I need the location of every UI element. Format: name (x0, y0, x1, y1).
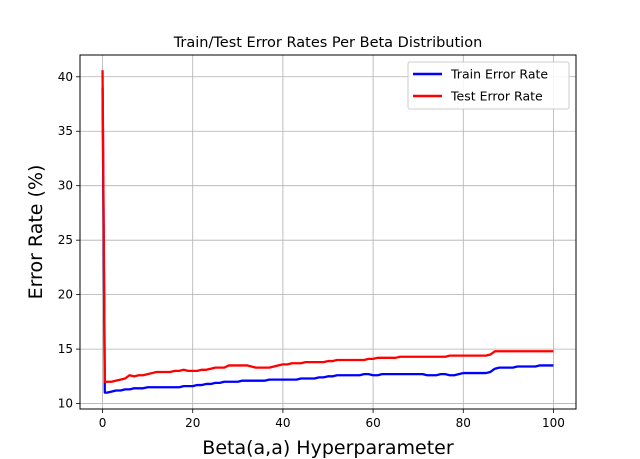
legend-label-test: Test Error Rate (450, 89, 543, 104)
y-axis-label: Error Rate (%) (25, 165, 47, 300)
y-tick-label: 40 (58, 70, 73, 84)
x-tick-label: 40 (275, 416, 290, 430)
x-axis-label: Beta(a,a) Hyperparameter (202, 437, 454, 459)
gridlines (80, 55, 576, 409)
axis-ticks: 0 20 40 60 80 100 10 15 20 25 30 35 40 (58, 70, 565, 430)
x-tick-label: 20 (185, 416, 200, 430)
legend-label-train: Train Error Rate (450, 67, 548, 82)
y-tick-label: 20 (58, 288, 73, 302)
y-tick-label: 35 (58, 124, 73, 138)
x-tick-label: 100 (542, 416, 565, 430)
chart-title: Train/Test Error Rates Per Beta Distribu… (173, 35, 483, 51)
plot-area-frame (79, 54, 577, 410)
y-tick-label: 15 (58, 342, 73, 356)
legend: Train Error Rate Test Error Rate (407, 61, 570, 110)
x-tick-label: 60 (365, 416, 380, 430)
x-tick-label: 0 (99, 416, 107, 430)
test-error-line (101, 70, 554, 383)
y-tick-label: 10 (58, 397, 73, 411)
y-tick-label: 30 (58, 179, 73, 193)
train-error-line (101, 87, 554, 394)
y-tick-label: 25 (58, 233, 73, 247)
legend-box (407, 61, 570, 110)
series-lines (101, 70, 554, 394)
x-tick-label: 80 (456, 416, 471, 430)
